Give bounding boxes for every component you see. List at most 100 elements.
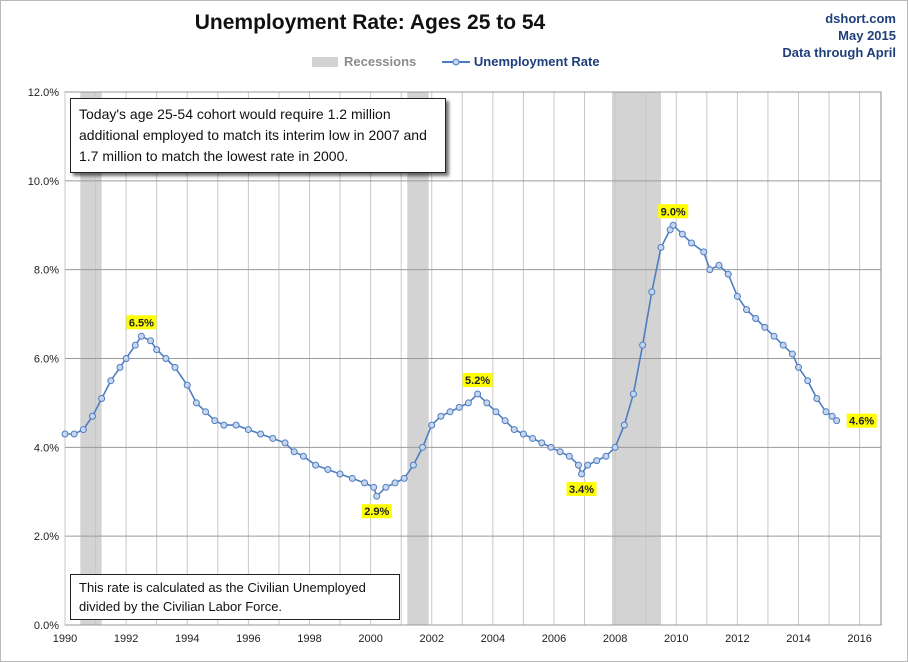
- data-point: [281, 439, 289, 447]
- legend-recessions-label: Recessions: [344, 54, 417, 69]
- data-point: [678, 230, 686, 238]
- data-point: [202, 408, 210, 416]
- data-point: [232, 421, 240, 429]
- data-point: [428, 421, 436, 429]
- data-point: [455, 403, 463, 411]
- data-point: [833, 417, 841, 425]
- data-point: [770, 332, 778, 340]
- data-point: [211, 417, 219, 425]
- y-tick-label: 8.0%: [34, 265, 59, 277]
- data-point: [336, 470, 344, 478]
- data-point: [492, 408, 500, 416]
- data-point: [244, 426, 252, 434]
- x-tick-label: 1998: [297, 633, 321, 645]
- data-point: [171, 363, 179, 371]
- data-point: [700, 248, 708, 256]
- data-point: [483, 399, 491, 407]
- legend-unemployment-label: Unemployment Rate: [473, 54, 600, 69]
- data-point: [574, 461, 582, 469]
- source-block: dshort.com May 2015 Data through April: [782, 10, 896, 61]
- y-tick-label: 0.0%: [34, 620, 59, 632]
- data-point: [519, 430, 527, 438]
- data-point: [715, 261, 723, 269]
- data-point: [290, 448, 298, 456]
- y-tick-label: 4.0%: [34, 442, 59, 454]
- data-point: [61, 430, 69, 438]
- data-point: [804, 377, 812, 385]
- data-point: [538, 439, 546, 447]
- data-point: [620, 421, 628, 429]
- data-point: [752, 315, 760, 323]
- recession-swatch: [312, 56, 338, 67]
- data-point: [669, 221, 677, 229]
- y-tick-label: 12.0%: [28, 87, 59, 99]
- data-point: [779, 341, 787, 349]
- data-point: [724, 270, 732, 278]
- data-point: [648, 288, 656, 296]
- data-point: [153, 346, 161, 354]
- data-point: [474, 390, 482, 398]
- data-label: 2.9%: [364, 506, 389, 518]
- x-tick-label: 2008: [603, 633, 627, 645]
- data-point: [70, 430, 78, 438]
- x-tick-label: 2002: [419, 633, 443, 645]
- source-date: May 2015: [838, 28, 896, 43]
- data-point: [122, 355, 130, 362]
- y-tick-label: 6.0%: [34, 354, 59, 366]
- data-point: [147, 337, 155, 345]
- data-point: [446, 408, 454, 416]
- x-tick-label: 2016: [847, 633, 871, 645]
- data-point: [79, 426, 87, 434]
- data-point: [565, 452, 573, 460]
- x-tick-label: 2012: [725, 633, 749, 645]
- data-point: [257, 430, 265, 438]
- x-tick-label: 1996: [236, 633, 260, 645]
- x-tick-label: 2014: [786, 633, 810, 645]
- x-tick-label: 1994: [175, 633, 199, 645]
- annotation-top: Today's age 25-54 cohort would require 1…: [70, 98, 446, 173]
- data-point: [391, 479, 399, 487]
- data-label: 3.4%: [569, 484, 594, 496]
- data-point: [361, 479, 369, 487]
- data-point: [629, 390, 637, 398]
- legend-recessions: Recessions: [312, 54, 416, 69]
- data-label-bg: [566, 481, 597, 496]
- data-point: [733, 292, 741, 300]
- data-label: 4.6%: [849, 416, 874, 428]
- data-point: [220, 421, 228, 429]
- data-label-bg: [658, 204, 689, 219]
- data-point: [464, 399, 472, 407]
- data-point: [373, 492, 381, 500]
- data-point: [192, 399, 200, 407]
- data-point: [269, 434, 277, 442]
- data-point: [137, 332, 145, 340]
- data-point: [556, 448, 564, 456]
- data-point: [348, 474, 356, 482]
- data-point: [183, 381, 191, 389]
- data-point: [382, 483, 390, 491]
- data-point: [813, 394, 821, 402]
- source-site: dshort.com: [825, 11, 896, 26]
- x-tick-label: 2000: [358, 633, 382, 645]
- data-label-bg: [462, 373, 493, 388]
- legend-unemployment: Unemployment Rate: [441, 54, 600, 69]
- x-tick-label: 1990: [53, 633, 77, 645]
- line-marker-swatch: [441, 58, 470, 65]
- annotation-bottom: This rate is calculated as the Civilian …: [70, 574, 400, 620]
- data-label: 5.2%: [465, 375, 490, 387]
- chart-legend: Recessions Unemployment Rate: [312, 54, 622, 70]
- data-point: [299, 452, 307, 460]
- data-point: [593, 457, 601, 465]
- data-label-bg: [361, 504, 392, 519]
- data-point: [89, 412, 97, 420]
- data-point: [116, 363, 124, 371]
- source-data-through: Data through April: [782, 45, 896, 60]
- data-point: [822, 408, 830, 416]
- y-tick-label: 2.0%: [34, 531, 59, 543]
- data-label-bg: [126, 315, 157, 330]
- y-tick-label: 10.0%: [28, 176, 59, 188]
- data-point: [510, 426, 518, 434]
- data-point: [602, 452, 610, 460]
- data-point: [529, 434, 537, 442]
- data-point: [761, 323, 769, 331]
